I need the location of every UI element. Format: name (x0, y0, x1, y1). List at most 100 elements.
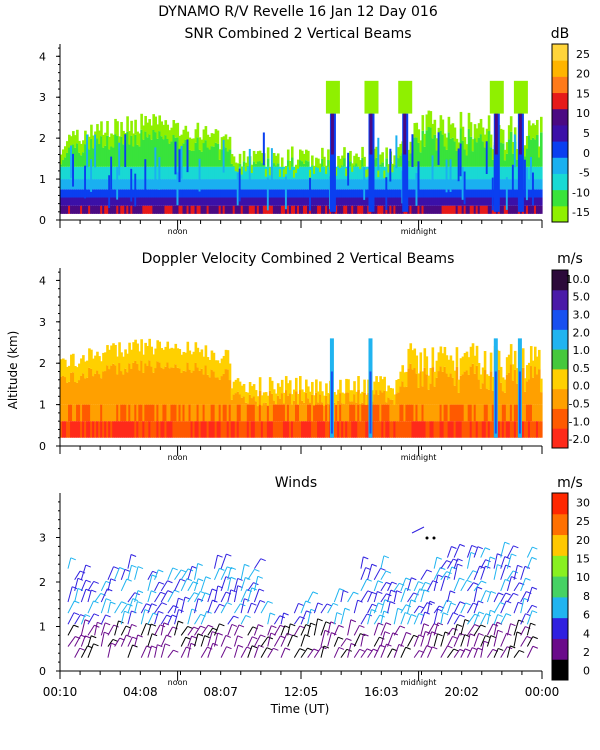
snr-cell (395, 179, 398, 190)
wind-barb-flag (269, 612, 276, 616)
wind-barb (447, 636, 453, 647)
wind-barb-flag (164, 643, 171, 647)
velocity-cell (315, 421, 318, 438)
snr-cell (417, 129, 421, 143)
velocity-cell (282, 421, 286, 438)
snr-cell (441, 134, 445, 167)
snr-cell (250, 164, 254, 174)
velocity-cell (290, 421, 294, 438)
velocity-cell (106, 404, 109, 422)
velocity-cell (72, 421, 75, 438)
snr-cell (355, 197, 358, 206)
velocity-cell (465, 370, 469, 405)
snr-cell (411, 166, 415, 180)
snr-cell (160, 189, 164, 198)
snr-cell (116, 121, 119, 137)
x-marker-label: noon (168, 678, 188, 687)
velocity-cell (60, 359, 63, 377)
snr-cell (473, 166, 477, 180)
wind-barb (453, 601, 461, 614)
snr-cell (186, 197, 190, 206)
wind-barb (420, 623, 425, 636)
snr-cell (186, 131, 190, 145)
wind-barb (380, 582, 387, 592)
wind-barb (433, 557, 438, 569)
wind-barb-flag (233, 615, 239, 619)
wind-barb (273, 625, 281, 636)
velocity-cell (222, 355, 226, 374)
snr-cell (397, 166, 401, 180)
wind-barb-flag (191, 608, 197, 612)
wind-barb (446, 590, 451, 603)
snr-cell (415, 137, 419, 167)
wind-barb-flag (530, 622, 536, 626)
snr-colorbar-frame (551, 43, 569, 223)
snr-cell (142, 205, 145, 214)
y-tick-label: 3 (39, 532, 46, 545)
snr-cell (435, 138, 439, 151)
velocity-cell (66, 382, 69, 405)
snr-cell (76, 179, 79, 190)
snr-cell (473, 205, 477, 214)
snr-cell (539, 132, 543, 167)
snr-cell (523, 197, 527, 206)
snr-cell (296, 166, 300, 180)
snr-cell (260, 197, 264, 206)
snr-cell (214, 179, 218, 190)
velocity-cell (391, 404, 394, 422)
snr-cell (427, 166, 431, 180)
snr-cell (373, 197, 376, 206)
snr-cell (479, 118, 483, 135)
velocity-cell (90, 349, 93, 369)
snr-cell (311, 179, 314, 190)
velocity-plume-core (494, 371, 497, 434)
snr-cell (451, 166, 455, 180)
snr-cell (301, 179, 304, 190)
velocity-cell (427, 375, 431, 390)
snr-cell (154, 189, 157, 198)
snr-cell (184, 197, 188, 206)
wind-barb (387, 632, 394, 647)
snr-cell (523, 205, 527, 214)
snr-cell (100, 197, 103, 206)
wind-barb (140, 645, 148, 658)
wind-barb (127, 592, 136, 603)
velocity-cell (156, 361, 160, 405)
velocity-cell (343, 421, 346, 438)
snr-cell (294, 197, 298, 206)
wind-barb-flag (338, 647, 345, 650)
snr-cell (94, 166, 97, 180)
velocity-cell (274, 404, 278, 405)
snr-cell (365, 205, 368, 214)
snr-cell (62, 166, 65, 180)
snr-cell (198, 137, 202, 150)
snr-cell (106, 179, 109, 190)
wind-barb (407, 577, 412, 592)
snr-plume (402, 113, 409, 212)
velocity-cell (130, 421, 133, 438)
wind-barb-flag (437, 622, 444, 626)
snr-cell (335, 179, 338, 190)
wind-barb-flag (437, 633, 443, 637)
velocity-cell (419, 352, 423, 372)
velocity-cell (301, 421, 304, 438)
velocity-cell (359, 393, 362, 404)
wind-barb-flag (504, 541, 510, 545)
velocity-cell (66, 404, 69, 422)
wind-barb (127, 644, 133, 658)
snr-cell (503, 189, 507, 198)
snr-cell (142, 197, 145, 206)
snr-cell (232, 165, 236, 167)
wind-barb (373, 636, 380, 647)
wind-barb-flag (197, 578, 204, 582)
snr-cell (427, 205, 431, 214)
velocity-cell (112, 363, 115, 405)
snr-cell (325, 165, 328, 174)
snr-cell (252, 150, 256, 162)
snr-cell (501, 129, 505, 144)
velocity-cell (469, 346, 473, 367)
velocity-cell (106, 421, 109, 438)
snr-cell (82, 189, 85, 198)
wind-barb (147, 623, 152, 636)
